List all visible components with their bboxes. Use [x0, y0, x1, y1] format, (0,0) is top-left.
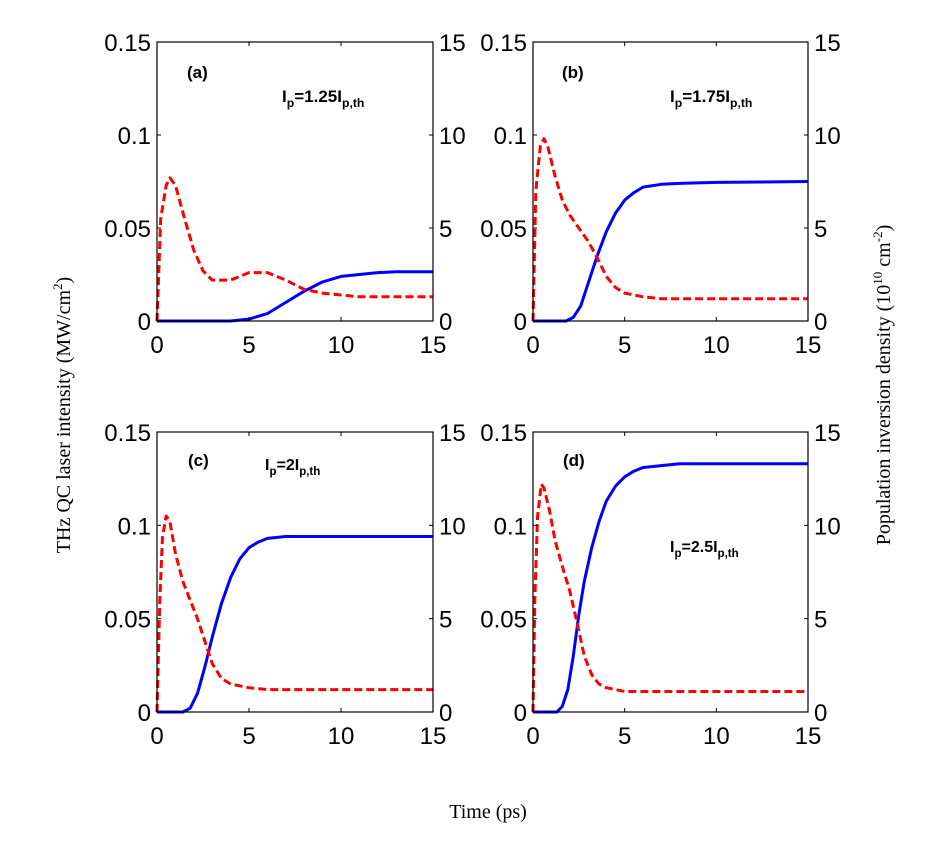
right-y-axis-label: Population inversion density (1010 cm-2) — [870, 225, 895, 546]
x-tick-label: 15 — [420, 332, 447, 359]
panel-label: (c) — [188, 451, 209, 470]
laser-intensity-line — [533, 462, 808, 714]
right-y-tick-label: 10 — [814, 123, 841, 150]
right-y-tick-label: 5 — [814, 216, 827, 243]
x-tick-label: 0 — [526, 332, 539, 359]
left-y-tick-label: 0.1 — [118, 513, 151, 540]
plot-frame — [532, 41, 809, 322]
population-inversion-line — [531, 482, 808, 713]
population-inversion-line — [155, 176, 433, 322]
right-y-tick-label: 0 — [439, 700, 452, 727]
pump-annotation: Ip=2Ip,th — [265, 457, 320, 478]
left-y-tick-label: 0 — [514, 700, 527, 727]
panel-label: (b) — [562, 63, 584, 82]
population-inversion-line — [531, 137, 808, 322]
x-tick-label: 10 — [703, 723, 730, 750]
x-tick-label: 10 — [703, 332, 730, 359]
laser-intensity-line — [157, 270, 433, 323]
right-y-tick-label: 0 — [814, 700, 827, 727]
x-tick-label: 0 — [526, 723, 539, 750]
left-y-tick-label: 0.1 — [494, 123, 527, 150]
left-y-tick-label: 0 — [138, 309, 151, 336]
plot-frame — [532, 431, 809, 713]
right-y-tick-label: 10 — [439, 123, 466, 150]
left-y-tick-label: 0.05 — [480, 216, 527, 243]
right-y-tick-label: 15 — [439, 420, 466, 447]
x-tick-label: 10 — [328, 723, 355, 750]
right-y-tick-label: 10 — [439, 513, 466, 540]
pump-annotation: Ip=2.5Ip,th — [670, 539, 739, 560]
left-y-tick-label: 0.05 — [480, 607, 527, 634]
x-tick-label: 5 — [618, 332, 631, 359]
right-y-tick-label: 5 — [439, 216, 452, 243]
left-y-tick-label: 0.1 — [494, 513, 527, 540]
right-y-tick-label: 0 — [439, 309, 452, 336]
x-tick-label: 15 — [420, 723, 447, 750]
left-y-tick-label: 0.05 — [104, 216, 151, 243]
left-y-tick-label: 0.05 — [104, 607, 151, 634]
population-inversion-line — [155, 514, 433, 713]
x-tick-label: 0 — [150, 723, 163, 750]
right-y-tick-label: 15 — [814, 420, 841, 447]
left-y-axis-label: THz QC laser intensity (MW/cm2) — [50, 277, 75, 553]
right-y-tick-label: 10 — [814, 513, 841, 540]
left-y-tick-label: 0.1 — [118, 123, 151, 150]
left-y-tick-label: 0.15 — [104, 30, 151, 57]
x-tick-label: 15 — [795, 723, 822, 750]
right-y-tick-label: 15 — [814, 30, 841, 57]
left-y-tick-label: 0 — [138, 700, 151, 727]
panel-label: (a) — [187, 63, 208, 82]
x-tick-label: 5 — [618, 723, 631, 750]
x-tick-label: 10 — [328, 332, 355, 359]
right-y-tick-label: 5 — [814, 607, 827, 634]
right-y-tick-label: 5 — [439, 607, 452, 634]
right-y-tick-label: 15 — [439, 30, 466, 57]
right-y-tick-label: 0 — [814, 309, 827, 336]
plot-frame — [156, 41, 434, 322]
laser-intensity-line — [533, 180, 809, 323]
laser-intensity-line — [157, 535, 433, 714]
pump-annotation: Ip=1.25Ip,th — [282, 87, 364, 110]
x-tick-label: 5 — [242, 332, 255, 359]
plot-frame — [156, 431, 434, 713]
left-y-tick-label: 0.15 — [104, 420, 151, 447]
x-axis-label: Time (ps) — [449, 801, 527, 823]
x-tick-label: 0 — [150, 332, 163, 359]
left-y-tick-label: 0.15 — [480, 420, 527, 447]
x-tick-label: 5 — [242, 723, 255, 750]
x-tick-label: 15 — [795, 332, 822, 359]
left-y-tick-label: 0.15 — [480, 30, 527, 57]
pump-annotation: Ip=1.75Ip,th — [670, 87, 752, 110]
panel-label: (d) — [563, 451, 585, 470]
left-y-tick-label: 0 — [514, 309, 527, 336]
